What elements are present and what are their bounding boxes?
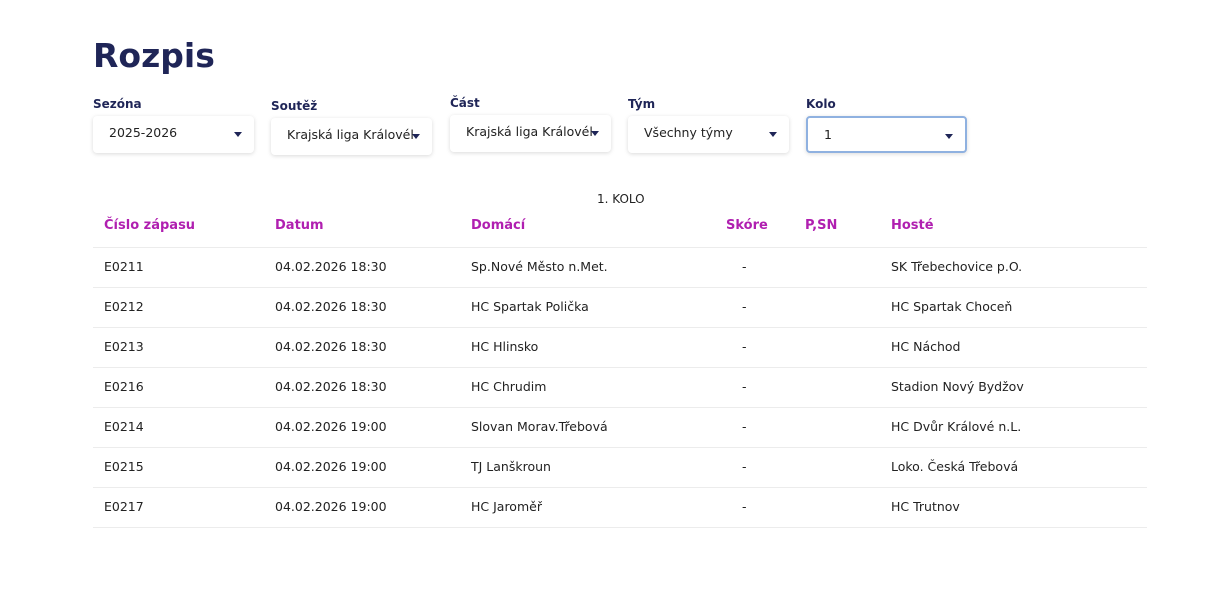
row-separator [93,527,1147,528]
table-caption: 1. KOLO [597,192,645,206]
table-cell: E0211 [104,259,144,274]
dropdown-arrow [769,132,777,137]
filter-select[interactable]: Všechny týmy [628,116,789,153]
table-cell: Slovan Morav.Třebová [471,419,608,434]
filter-label: Soutěž [271,99,318,113]
page-title: Rozpis [93,36,215,75]
dropdown-arrow [412,134,420,139]
table-cell: E0217 [104,499,144,514]
select-value: Všechny týmy [644,125,733,140]
row-separator [93,447,1147,448]
table-cell: HC Hlinsko [471,339,539,354]
select-value: 2025-2026 [109,125,178,140]
table-cell: - [742,499,747,514]
column-header: Číslo zápasu [104,218,196,233]
table-cell: 04.02.2026 19:00 [275,419,387,434]
table-cell: 04.02.2026 18:30 [275,379,387,394]
table-cell: HC Trutnov [891,499,960,514]
column-header: Datum [275,218,324,233]
column-header: Hosté [891,218,934,233]
table-cell: HC Chrudim [471,379,547,394]
filter-select[interactable]: Krajská liga Královél [450,115,611,152]
filter-select[interactable]: 1 [806,116,967,153]
filter-label: Část [450,96,480,110]
row-separator [93,247,1147,248]
filter-select[interactable]: 2025-2026 [93,116,254,153]
column-header: P,SN [805,218,838,233]
table-cell: Loko. Česká Třebová [891,459,1019,474]
table-cell: 04.02.2026 18:30 [275,299,387,314]
select-value: 1 [824,127,832,142]
filter-label: Tým [628,97,656,111]
filter-select[interactable]: Krajská liga Královél [271,118,432,155]
table-cell: HC Jaroměř [471,499,542,514]
row-separator [93,287,1147,288]
table-cell: E0212 [104,299,144,314]
table-cell: HC Spartak Polička [471,299,589,314]
row-separator [93,327,1147,328]
table-cell: E0215 [104,459,144,474]
table-cell: - [742,299,747,314]
dropdown-arrow [591,131,599,136]
table-cell: TJ Lanškroun [471,459,551,474]
select-value: Krajská liga Královél [287,127,414,142]
table-cell: E0214 [104,419,144,434]
filter-label: Kolo [806,97,836,111]
column-header: Domácí [471,218,526,233]
row-separator [93,487,1147,488]
table-cell: Stadion Nový Bydžov [891,379,1024,394]
table-cell: - [742,459,747,474]
table-cell: - [742,339,747,354]
table-cell: HC Spartak Choceň [891,299,1013,314]
column-header: Skóre [726,218,768,233]
filter-label: Sezóna [93,97,142,111]
table-cell: HC Náchod [891,339,961,354]
table-cell: - [742,379,747,394]
table-cell: 04.02.2026 18:30 [275,259,387,274]
table-cell: - [742,419,747,434]
row-separator [93,367,1147,368]
table-cell: 04.02.2026 18:30 [275,339,387,354]
dropdown-arrow [234,132,242,137]
table-cell: - [742,259,747,274]
row-separator [93,407,1147,408]
table-cell: 04.02.2026 19:00 [275,499,387,514]
dropdown-arrow [945,134,953,139]
table-cell: HC Dvůr Králové n.L. [891,419,1022,434]
table-cell: Sp.Nové Město n.Met. [471,259,608,274]
table-cell: 04.02.2026 19:00 [275,459,387,474]
select-value: Krajská liga Královél [466,124,593,139]
table-cell: SK Třebechovice p.O. [891,259,1023,274]
table-cell: E0213 [104,339,144,354]
table-cell: E0216 [104,379,144,394]
